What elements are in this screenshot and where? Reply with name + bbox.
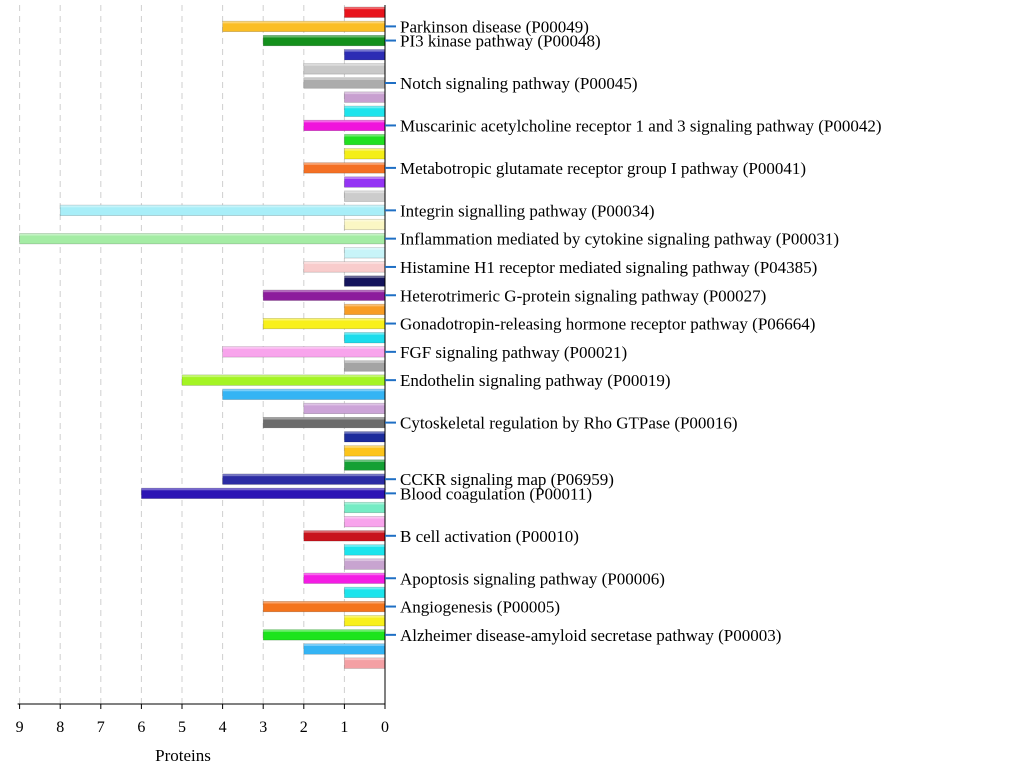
bar-highlight: [344, 360, 385, 363]
bar-highlight: [344, 431, 385, 434]
x-tick-label: 7: [97, 719, 105, 736]
bar-highlight: [344, 49, 385, 52]
bar-highlight: [222, 346, 385, 349]
category-label: FGF signaling pathway (P00021): [400, 343, 627, 362]
x-tick-label: 1: [340, 719, 348, 736]
bar-highlight: [263, 417, 385, 420]
bar-highlight: [344, 502, 385, 505]
bar-highlight: [303, 643, 385, 646]
bar-highlight: [344, 275, 385, 279]
bar-highlight: [344, 657, 385, 661]
bar-highlight: [344, 91, 385, 95]
bar-highlight: [303, 77, 385, 80]
bar-highlight: [344, 304, 385, 307]
bar-highlight: [344, 7, 385, 10]
x-tick-label: 2: [300, 719, 308, 736]
bar-highlight: [141, 488, 385, 491]
x-tick-label: 5: [178, 719, 186, 736]
bar-highlight: [344, 516, 385, 519]
category-label: Histamine H1 receptor mediated signaling…: [400, 258, 817, 277]
bar-highlight: [344, 134, 385, 137]
bar-highlight: [344, 558, 385, 562]
bar-highlight: [344, 459, 385, 462]
bar-highlight: [344, 332, 385, 335]
bar-highlight: [303, 573, 385, 576]
x-ticks: 9 8 7 6 5 4 3 2 1 0: [16, 704, 389, 736]
bar-highlight: [60, 205, 385, 208]
category-label: Metabotropic glutamate receptor group I …: [400, 159, 806, 178]
bar-highlight: [303, 261, 385, 264]
bar-highlight: [222, 473, 385, 477]
bar-highlight: [344, 445, 385, 448]
bar-highlight: [263, 318, 385, 321]
bar-highlight: [344, 176, 385, 179]
x-tick-label: 4: [219, 719, 227, 736]
category-label: Heterotrimeric G-protein signaling pathw…: [400, 286, 766, 305]
category-label: PI3 kinase pathway (P00048): [400, 32, 601, 51]
category-label: Notch signaling pathway (P00045): [400, 74, 638, 93]
category-label: Blood coagulation (P00011): [400, 484, 592, 503]
category-label: B cell activation (P00010): [400, 527, 579, 546]
x-tick-label: 9: [16, 719, 24, 736]
bar-highlight: [344, 247, 385, 250]
bar-highlight: [344, 615, 385, 618]
bar-highlight: [344, 106, 385, 109]
category-label: Cytoskeletal regulation by Rho GTPase (P…: [400, 414, 738, 433]
bar-highlight: [263, 35, 385, 38]
bar-highlight: [222, 21, 385, 24]
category-label: Alzheimer disease-amyloid secretase path…: [400, 626, 781, 645]
category-label: Muscarinic acetylcholine receptor 1 and …: [400, 116, 882, 135]
x-tick-label: 0: [381, 719, 389, 736]
bars-group: [19, 6, 386, 669]
bar-highlight: [344, 148, 385, 151]
bar-highlight: [263, 629, 385, 632]
category-label: Inflammation mediated by cytokine signal…: [400, 230, 839, 249]
x-tick-label: 6: [137, 719, 145, 736]
bar-highlight: [303, 63, 385, 66]
category-label: Endothelin signaling pathway (P00019): [400, 371, 671, 390]
x-axis-label: Proteins: [155, 746, 211, 765]
category-labels: Parkinson disease (P00049)PI3 kinase pat…: [385, 17, 882, 645]
x-tick-label: 3: [259, 719, 267, 736]
bar-highlight: [303, 120, 385, 123]
bar-highlight: [19, 233, 385, 236]
category-label: Parkinson disease (P00049): [400, 17, 589, 36]
category-label: Angiogenesis (P00005): [400, 598, 560, 617]
bar-highlight: [303, 162, 385, 165]
bar-highlight: [263, 290, 385, 293]
category-label: Integrin signalling pathway (P00034): [400, 201, 655, 220]
bar-highlight: [344, 219, 385, 222]
bar-highlight: [222, 389, 385, 392]
bar-highlight: [303, 403, 385, 406]
bar-highlight: [263, 601, 385, 604]
category-label: Gonadotropin-releasing hormone receptor …: [400, 315, 815, 334]
bar-highlight: [344, 587, 385, 590]
x-tick-label: 8: [56, 719, 64, 736]
bar-highlight: [303, 530, 385, 533]
category-label: CCKR signaling map (P06959): [400, 470, 614, 489]
axes-group: [17, 5, 386, 705]
category-label: Apoptosis signaling pathway (P00006): [400, 569, 665, 588]
bar-highlight: [182, 374, 385, 378]
bar-highlight: [344, 190, 385, 194]
bar-highlight: [344, 544, 385, 547]
